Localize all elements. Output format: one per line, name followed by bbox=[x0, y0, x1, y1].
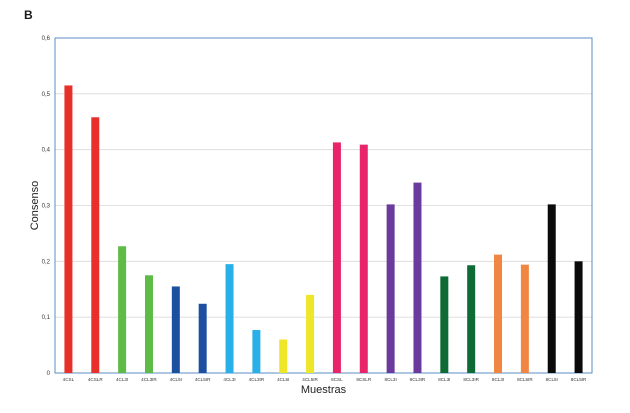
y-tick-label: 0,6 bbox=[42, 36, 51, 42]
panel-label: B bbox=[24, 8, 33, 22]
y-tick-label: 0,5 bbox=[42, 92, 51, 98]
x-tick-label: 4CSLR bbox=[88, 377, 103, 382]
y-tick-label: 0,2 bbox=[42, 259, 51, 265]
x-tick-label: 8CL5IR bbox=[517, 377, 533, 382]
bar bbox=[440, 276, 449, 373]
bar bbox=[332, 142, 341, 373]
bar bbox=[171, 286, 180, 373]
y-tick-label: 0,1 bbox=[42, 315, 51, 321]
x-tick-label: 4CL3I bbox=[116, 377, 128, 382]
y-axis-title: Consenso bbox=[29, 181, 41, 231]
bar bbox=[574, 261, 583, 373]
x-tick-label: 8CL3I bbox=[492, 377, 504, 382]
y-axis-ticks: 0 0,1 0,2 0,3 0,4 0,5 0,6 bbox=[42, 36, 51, 377]
x-tick-label: 8CSL bbox=[331, 377, 343, 382]
x-tick-label: 4CL3IR bbox=[141, 377, 157, 382]
y-tick-label: 0 bbox=[47, 371, 51, 377]
x-tick-label: 8CL5IR bbox=[571, 377, 587, 382]
bar bbox=[118, 246, 127, 373]
x-tick-label: 4CL5IR bbox=[195, 377, 211, 382]
bar bbox=[494, 254, 503, 373]
x-tick-label: 8CSLR bbox=[356, 377, 371, 382]
bar bbox=[279, 339, 288, 373]
x-tick-label: 4CL5I bbox=[170, 377, 182, 382]
x-tick-label: 4CL3IR bbox=[249, 377, 265, 382]
grid-lines bbox=[55, 93, 592, 318]
y-tick-label: 0,3 bbox=[42, 204, 51, 210]
x-axis-ticks: 4CSL 4CSLR 4CL3I 4CL3IR 4CL5I 4CL5IR 4CL3I 4CL3… bbox=[63, 377, 587, 382]
x-tick-label: 8CL3IR bbox=[410, 377, 426, 382]
x-tick-label: 8CL5I bbox=[546, 377, 558, 382]
bar bbox=[198, 303, 207, 373]
x-tick-label: 8CL3I bbox=[384, 377, 396, 382]
bar bbox=[413, 182, 422, 373]
bar bbox=[225, 264, 234, 373]
x-tick-label: 4CSL bbox=[63, 377, 75, 382]
y-tick-label: 0,4 bbox=[42, 148, 51, 154]
bar bbox=[252, 330, 261, 373]
x-tick-label: 8CL3IR bbox=[463, 377, 479, 382]
bar bbox=[306, 294, 315, 373]
bar bbox=[91, 117, 100, 374]
bar bbox=[386, 204, 395, 373]
x-tick-label: 8CL3I bbox=[438, 377, 450, 382]
x-axis-title: Muestras bbox=[301, 384, 347, 396]
plot-frame bbox=[54, 37, 593, 374]
bar bbox=[547, 204, 556, 373]
bars bbox=[64, 85, 583, 374]
bar bbox=[467, 265, 476, 373]
bar bbox=[64, 85, 73, 373]
x-tick-label: 4CL5I bbox=[277, 377, 289, 382]
bar bbox=[520, 264, 529, 373]
bar bbox=[359, 144, 368, 373]
x-tick-label: 4CL5IR bbox=[302, 377, 318, 382]
bar bbox=[144, 275, 153, 373]
x-tick-label: 4CL3I bbox=[223, 377, 235, 382]
